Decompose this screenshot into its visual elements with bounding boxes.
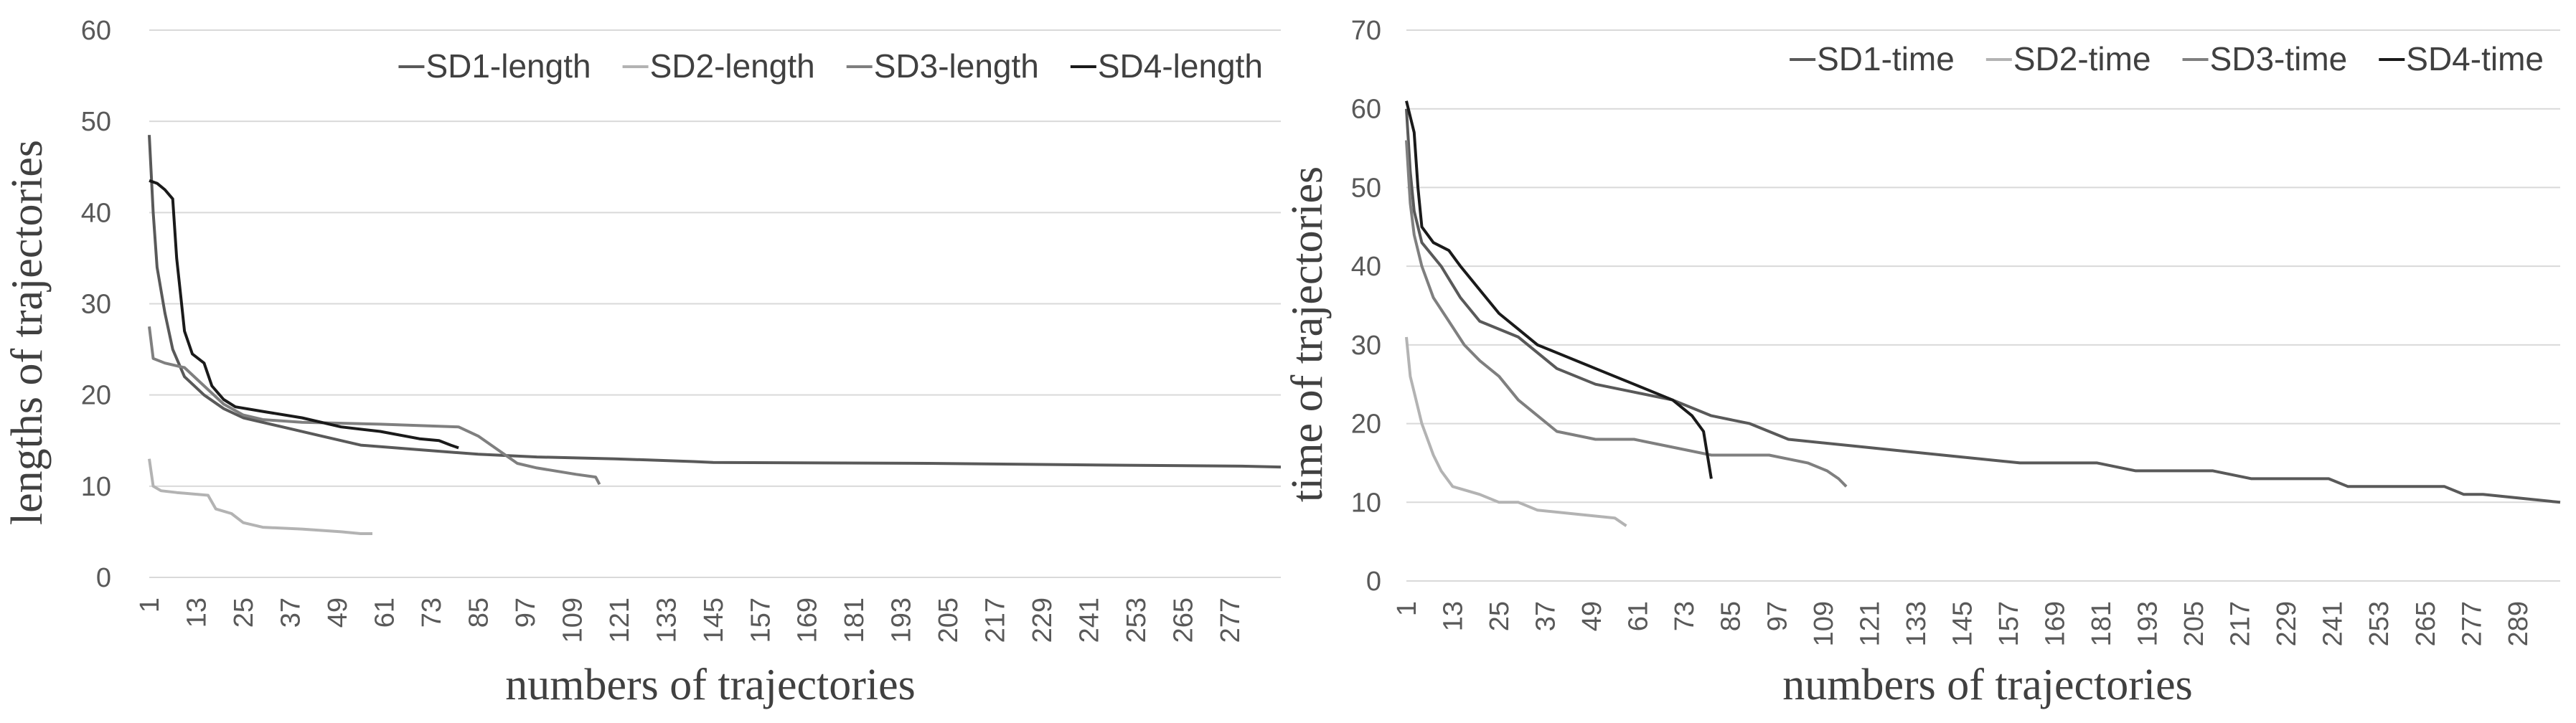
legend-label-SD2-length: SD2-length [650, 47, 815, 85]
legend-label-SD1-length: SD1-length [426, 47, 591, 85]
x-tick-label: 49 [323, 597, 353, 628]
x-tick-label: 289 [2504, 601, 2534, 646]
x-tick-label: 265 [1169, 597, 1199, 643]
x-tick-label: 97 [511, 597, 541, 628]
x-tick-label: 241 [1075, 597, 1105, 643]
x-tick-label: 13 [182, 597, 212, 628]
x-tick-label: 193 [2133, 601, 2163, 646]
legend-label-SD3-time: SD3-time [2210, 40, 2348, 77]
x-axis-title: numbers of trajectories [505, 661, 916, 709]
y-tick-label: 70 [1351, 16, 1381, 46]
x-tick-label: 73 [417, 597, 447, 628]
x-tick-label: 229 [2272, 601, 2302, 646]
y-tick-label: 10 [1351, 488, 1381, 518]
x-tick-label: 1 [135, 597, 165, 613]
x-tick-label: 157 [746, 597, 776, 643]
x-tick-label: 25 [1485, 601, 1515, 631]
y-tick-label: 0 [96, 563, 111, 593]
x-tick-label: 37 [276, 597, 306, 628]
x-tick-label: 241 [2318, 601, 2349, 646]
x-tick-label: 37 [1531, 601, 1561, 631]
x-tick-label: 181 [840, 597, 870, 643]
series-line-SD1-length [148, 135, 1282, 469]
y-tick-label: 0 [1366, 567, 1381, 597]
x-tick-label: 205 [934, 597, 964, 643]
x-tick-label: 133 [1902, 601, 1932, 646]
x-tick-label: 145 [699, 597, 729, 643]
x-tick-label: 193 [887, 597, 917, 643]
x-tick-label: 265 [2411, 601, 2441, 646]
y-tick-label: 50 [81, 107, 111, 137]
y-tick-label: 60 [81, 16, 111, 46]
y-tick-label: 20 [1351, 410, 1381, 440]
series-line-SD3-length [148, 326, 601, 486]
x-tick-label: 1 [1392, 601, 1422, 616]
x-tick-label: 109 [558, 597, 588, 643]
x-tick-label: 217 [2226, 601, 2256, 646]
chart-1: 0 10 20 30 40 50 60 1 13 25 37 49 61 73 85 97 109 121 133 1… [3, 16, 1282, 709]
x-tick-label: 253 [1122, 597, 1152, 643]
x-tick-label: 25 [229, 597, 259, 628]
legend-label-SD4-length: SD4-length [1098, 47, 1263, 85]
x-tick-label: 61 [1624, 601, 1654, 631]
x-tick-label: 205 [2179, 601, 2209, 646]
x-tick-label: 133 [652, 597, 682, 643]
x-tick-label: 217 [981, 597, 1011, 643]
legend-label-SD4-time: SD4-time [2406, 40, 2544, 77]
y-tick-label: 30 [1351, 331, 1381, 361]
x-tick-label: 157 [1994, 601, 2024, 646]
x-tick-label: 97 [1762, 601, 1792, 631]
chart-2: 0 10 20 30 40 50 60 70 1 13 25 37 49 61 73 85 97 109 121 13… [1283, 16, 2561, 709]
x-tick-label: 121 [1855, 601, 1885, 646]
legend-label-SD2-time: SD2-time [2013, 40, 2151, 77]
x-tick-label: 61 [370, 597, 400, 628]
x-tick-label: 85 [1716, 601, 1747, 631]
x-tick-label: 253 [2364, 601, 2394, 646]
x-tick-label: 121 [605, 597, 635, 643]
y-axis-title: lengths of trajectories [3, 140, 52, 525]
y-tick-label: 20 [81, 381, 111, 411]
x-tick-label: 181 [2087, 601, 2117, 646]
x-tick-label: 169 [793, 597, 823, 643]
series-line-SD2-time [1405, 336, 1627, 527]
series-line-SD4-length [149, 179, 459, 450]
x-tick-label: 145 [1947, 601, 1978, 646]
x-tick-label: 13 [1439, 601, 1469, 631]
series-line-SD4-time [1405, 100, 1713, 479]
x-tick-label: 109 [1809, 601, 1839, 646]
x-axis-title: numbers of trajectories [1782, 661, 2193, 709]
series-line-SD3-time [1405, 140, 1848, 488]
series-line-SD2-length [148, 458, 372, 535]
x-tick-label: 277 [1216, 597, 1246, 643]
y-tick-label: 40 [1351, 252, 1381, 282]
y-axis-title: time of trajectories [1283, 166, 1332, 502]
series-line-SD1-time [1405, 108, 2561, 504]
x-tick-label: 169 [2040, 601, 2070, 646]
y-tick-label: 60 [1351, 95, 1381, 125]
legend-label-SD3-length: SD3-length [874, 47, 1039, 85]
legend-label-SD1-time: SD1-time [1817, 40, 1955, 77]
y-tick-label: 40 [81, 198, 111, 228]
x-tick-label: 277 [2457, 601, 2487, 646]
x-tick-label: 85 [464, 597, 494, 628]
x-tick-label: 229 [1028, 597, 1058, 643]
y-tick-label: 10 [81, 472, 111, 502]
x-tick-label: 49 [1577, 601, 1607, 631]
x-tick-label: 73 [1670, 601, 1700, 631]
y-tick-label: 50 [1351, 173, 1381, 203]
y-tick-label: 30 [81, 290, 111, 320]
